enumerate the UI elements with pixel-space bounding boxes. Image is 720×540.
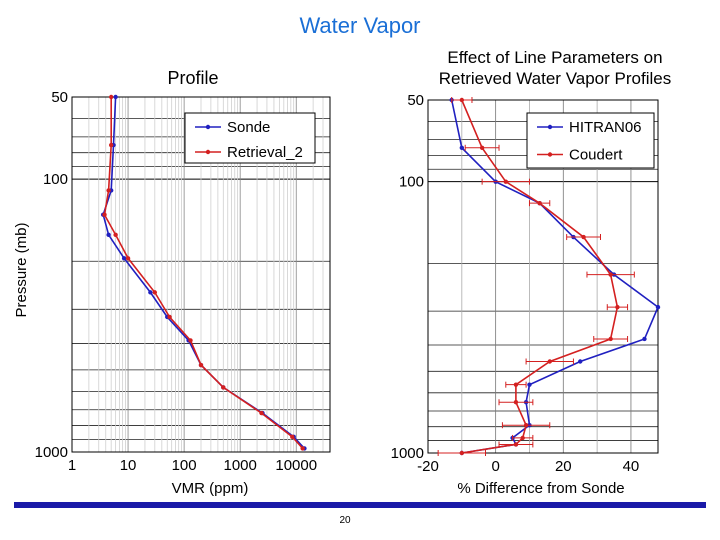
y-tick-label: 50 (407, 92, 424, 109)
data-point-sonde (121, 256, 127, 261)
data-point-retrieval-2 (125, 256, 131, 261)
data-point-retrieval-2 (300, 446, 305, 451)
x-tick-label: 10 (120, 457, 137, 474)
data-point-hitran06 (459, 145, 465, 150)
legend-box (184, 112, 316, 164)
data-point-retrieval-2 (106, 188, 111, 193)
data-point-hitran06 (578, 359, 583, 364)
data-point-retrieval-2 (188, 338, 193, 343)
x-tick-label: 40 (623, 458, 640, 475)
series-line-retrieval-2 (103, 97, 304, 449)
legend-marker (205, 149, 211, 155)
data-point-hitran06 (642, 336, 647, 342)
x-axis-label: VMR (ppm) (172, 480, 249, 497)
data-point-sonde (148, 290, 153, 295)
x-tick-label: 0 (491, 458, 499, 475)
data-point-hitran06 (527, 382, 532, 387)
legend-marker (547, 124, 553, 130)
x-tick-label: -20 (417, 458, 439, 475)
plot-frame (71, 96, 331, 453)
page-number: 20 (339, 515, 351, 526)
legend-label: Retrieval_2 (227, 144, 303, 161)
x-tick-label: 10000 (275, 457, 317, 474)
x-tick-label: 1 (68, 457, 76, 474)
y-tick-label: 100 (399, 174, 424, 191)
y-tick-label: 1000 (35, 444, 68, 461)
legend-label: Coudert (569, 147, 623, 164)
chart-2 (427, 97, 661, 456)
data-point-retrieval-2 (198, 362, 204, 368)
data-point-hitran06 (655, 304, 661, 310)
chart-1 (71, 94, 331, 453)
data-point-retrieval-2 (102, 212, 107, 217)
data-point-retrieval-2 (221, 385, 226, 390)
x-tick-label: 20 (555, 458, 572, 475)
legend-box (526, 112, 655, 169)
data-point-retrieval-2 (108, 142, 114, 148)
data-point-retrieval-2 (290, 434, 295, 440)
x-tick-label: 100 (172, 457, 197, 474)
chart-title: Retrieved Water Vapor Profiles (439, 69, 671, 88)
legend-label: Sonde (227, 119, 270, 136)
data-point-retrieval-2 (113, 232, 118, 238)
y-tick-label: 1000 (391, 445, 424, 462)
data-point-retrieval-2 (108, 94, 114, 100)
y-tick-label: 50 (51, 89, 68, 106)
data-point-retrieval-2 (167, 314, 172, 320)
slide-title: Water Vapor (299, 13, 421, 38)
chart-title: Effect of Line Parameters on (447, 48, 662, 67)
plot-frame (427, 99, 659, 454)
data-point-retrieval-2 (259, 410, 264, 416)
y-tick-label: 100 (43, 171, 68, 188)
data-point-sonde (113, 94, 118, 100)
chart-title: Profile (167, 68, 218, 88)
footer-bar (14, 502, 706, 508)
data-point-retrieval-2 (152, 290, 158, 295)
data-point-sonde (106, 232, 111, 238)
legend-marker (205, 124, 211, 130)
x-tick-label: 1000 (223, 457, 256, 474)
y-axis-label: Pressure (mb) (13, 222, 30, 317)
x-axis-label: % Difference from Sonde (457, 480, 624, 497)
legend-label: HITRAN06 (569, 119, 642, 136)
legend-marker (547, 152, 553, 157)
